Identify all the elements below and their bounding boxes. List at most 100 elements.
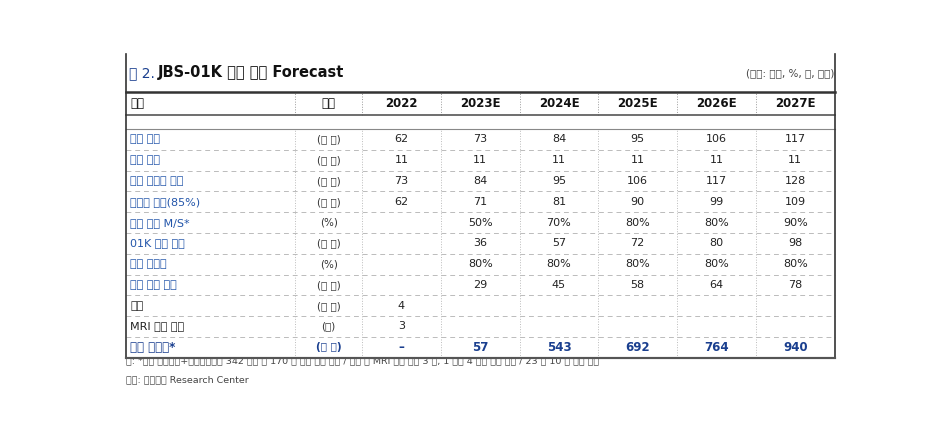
Text: 01K 대상 환자: 01K 대상 환자 (130, 238, 184, 248)
Text: 4: 4 (398, 301, 404, 311)
Text: (단위: 만명, %, 회, 억원): (단위: 만명, %, 회, 억원) (745, 68, 834, 78)
Text: 36: 36 (473, 238, 487, 248)
Text: 뇌경색 환자(85%): 뇌경색 환자(85%) (130, 197, 200, 207)
Bar (125, 233, 834, 254)
Text: 11: 11 (709, 155, 723, 165)
Text: (%): (%) (319, 259, 337, 269)
Text: 전체 뇌졸중 환자: 전체 뇌졸중 환자 (130, 176, 183, 186)
Text: 95: 95 (630, 134, 644, 145)
Text: 80%: 80% (782, 259, 807, 269)
Text: 81: 81 (551, 197, 565, 207)
Bar (125, 54, 834, 92)
Text: 예상 매출액*: 예상 매출액* (130, 341, 175, 354)
Text: 기존 환자: 기존 환자 (130, 134, 160, 145)
Text: 84: 84 (551, 134, 565, 145)
Text: 2024E: 2024E (538, 97, 578, 110)
Text: 72: 72 (630, 238, 644, 248)
Bar (125, 316, 834, 337)
Text: 84: 84 (473, 176, 487, 186)
Text: 543: 543 (546, 341, 571, 354)
Text: –: – (398, 341, 404, 354)
Text: 106: 106 (626, 176, 648, 186)
Text: 2025E: 2025E (617, 97, 657, 110)
Text: 80%: 80% (703, 218, 728, 227)
Text: 국내 병원 M/S*: 국내 병원 M/S* (130, 218, 190, 227)
Text: 764: 764 (703, 341, 728, 354)
Text: 자료: 대신증권 Research Center: 자료: 대신증권 Research Center (125, 376, 248, 384)
Text: 3: 3 (398, 322, 404, 331)
Text: 11: 11 (394, 155, 408, 165)
Bar (125, 115, 834, 129)
Text: 99: 99 (709, 197, 723, 207)
Bar (125, 54, 834, 358)
Text: 주: *국내 대학병원+상급종합병원 342 개소 중 170 개 셋업 완료 가정 / 환자 당 MRI 촬영 회수 3 회, 1 회당 4 만원 수취 가정: 주: *국내 대학병원+상급종합병원 342 개소 중 170 개 셋업 완료 … (125, 357, 598, 366)
Text: (억 원): (억 원) (315, 342, 341, 352)
Text: 80: 80 (709, 238, 723, 248)
Text: 62: 62 (394, 134, 408, 145)
Text: 109: 109 (783, 197, 805, 207)
Text: 표 2.: 표 2. (128, 66, 154, 80)
Bar (125, 337, 834, 358)
Text: (회): (회) (321, 322, 335, 331)
Text: 80%: 80% (703, 259, 728, 269)
Text: 58: 58 (630, 280, 644, 290)
Text: 11: 11 (630, 155, 644, 165)
Text: (만 명): (만 명) (316, 134, 340, 145)
Text: (만 명): (만 명) (316, 238, 340, 248)
Text: 단가: 단가 (130, 301, 143, 311)
Text: (만 명): (만 명) (316, 280, 340, 290)
Text: 62: 62 (394, 197, 408, 207)
Text: (만 명): (만 명) (316, 155, 340, 165)
Text: (만 원): (만 원) (316, 301, 340, 311)
Text: 128: 128 (783, 176, 805, 186)
Text: MRI 촬영 회수: MRI 촬영 회수 (130, 322, 184, 331)
Bar (125, 212, 834, 233)
Text: 11: 11 (473, 155, 487, 165)
Text: 2022: 2022 (385, 97, 417, 110)
Text: 57: 57 (472, 341, 488, 354)
Text: 692: 692 (624, 341, 650, 354)
Bar (125, 274, 834, 295)
Text: 신규 환자: 신규 환자 (130, 155, 160, 165)
Text: 57: 57 (551, 238, 565, 248)
Text: 단위: 단위 (321, 97, 335, 110)
Text: 환자 동의율: 환자 동의율 (130, 259, 167, 269)
Text: 50%: 50% (467, 218, 492, 227)
Bar (125, 92, 834, 115)
Text: JBS-01K 국내 매출 Forecast: JBS-01K 국내 매출 Forecast (157, 65, 344, 80)
Text: 117: 117 (783, 134, 805, 145)
Bar (125, 295, 834, 316)
Text: 940: 940 (782, 341, 807, 354)
Text: 45: 45 (551, 280, 565, 290)
Text: 73: 73 (473, 134, 487, 145)
Text: 29: 29 (473, 280, 487, 290)
Text: 80%: 80% (624, 259, 650, 269)
Text: 내용: 내용 (130, 97, 144, 110)
Text: 71: 71 (473, 197, 487, 207)
Text: 11: 11 (787, 155, 801, 165)
Text: 80%: 80% (546, 259, 571, 269)
Bar (125, 150, 834, 170)
Text: 실제 사용 환자: 실제 사용 환자 (130, 280, 177, 290)
Text: 73: 73 (394, 176, 408, 186)
Text: (만 명): (만 명) (316, 197, 340, 207)
Text: 90: 90 (630, 197, 644, 207)
Text: 98: 98 (787, 238, 801, 248)
Text: 64: 64 (709, 280, 723, 290)
Text: 2026E: 2026E (695, 97, 736, 110)
Text: 117: 117 (705, 176, 726, 186)
Text: 78: 78 (787, 280, 801, 290)
Text: 90%: 90% (782, 218, 807, 227)
Bar (125, 254, 834, 274)
Text: 106: 106 (705, 134, 726, 145)
Bar (125, 170, 834, 191)
Text: 70%: 70% (546, 218, 571, 227)
Text: (%): (%) (319, 218, 337, 227)
Text: 2027E: 2027E (774, 97, 814, 110)
Text: 80%: 80% (467, 259, 492, 269)
Bar (125, 191, 834, 212)
Text: 11: 11 (551, 155, 565, 165)
Text: 80%: 80% (624, 218, 650, 227)
Text: 2023E: 2023E (460, 97, 500, 110)
Bar (125, 129, 834, 150)
